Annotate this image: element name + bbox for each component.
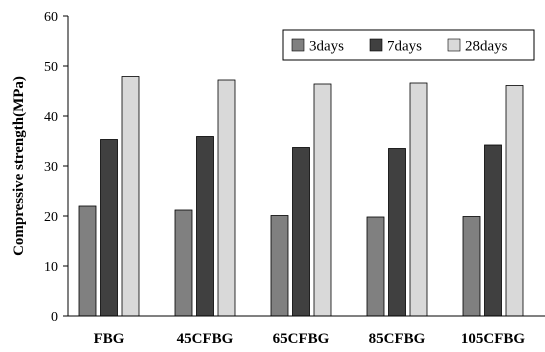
y-tick-label: 40 xyxy=(44,110,58,125)
bar-3days-45CFBG xyxy=(174,209,193,317)
bar-7days-85CFBG xyxy=(388,148,406,317)
legend-label-3days: 3days xyxy=(309,39,344,55)
bar-7days-FBG xyxy=(100,139,118,317)
x-category-label: 65CFBG xyxy=(273,331,330,347)
bar-7days-65CFBG xyxy=(292,147,310,317)
legend-label-7days: 7days xyxy=(387,39,422,55)
legend: 3days 7days 28days xyxy=(282,29,535,61)
y-tick-label: 10 xyxy=(44,260,58,275)
legend-swatch-3days xyxy=(291,38,305,52)
y-ticks-layer: 0 10 20 30 40 50 60 xyxy=(44,10,68,325)
x-category-label: 85CFBG xyxy=(369,331,426,347)
bar-7days-105CFBG xyxy=(484,144,502,317)
y-tick-label: 60 xyxy=(44,10,58,25)
bar-28days-FBG xyxy=(121,76,140,317)
legend-swatch-28days xyxy=(447,38,461,52)
y-tick-label: 0 xyxy=(51,310,58,325)
bars-layer xyxy=(78,76,524,317)
x-labels-layer: FBG 45CFBG 65CFBG 85CFBG 105CFBG xyxy=(94,331,526,347)
bar-28days-45CFBG xyxy=(217,79,236,317)
y-tick-label: 20 xyxy=(44,210,58,225)
bar-3days-FBG xyxy=(78,205,97,317)
bar-3days-65CFBG xyxy=(270,215,289,317)
x-category-label: FBG xyxy=(94,331,125,347)
legend-items: 3days 7days 28days xyxy=(291,38,508,55)
y-tick-label: 50 xyxy=(44,60,58,75)
bar-28days-65CFBG xyxy=(313,83,332,317)
bar-28days-105CFBG xyxy=(505,85,524,317)
legend-label-28days: 28days xyxy=(465,39,508,55)
y-axis-title: Compressive strength(MPa) xyxy=(11,76,27,256)
legend-swatch-7days xyxy=(369,38,383,52)
legend-box xyxy=(282,29,535,61)
y-tick-label: 30 xyxy=(44,160,58,175)
bar-3days-105CFBG xyxy=(462,216,481,317)
x-category-label: 45CFBG xyxy=(177,331,234,347)
bar-28days-85CFBG xyxy=(409,82,428,317)
bar-3days-85CFBG xyxy=(366,216,385,317)
bar-7days-45CFBG xyxy=(196,136,214,317)
x-category-label: 105CFBG xyxy=(461,331,526,347)
